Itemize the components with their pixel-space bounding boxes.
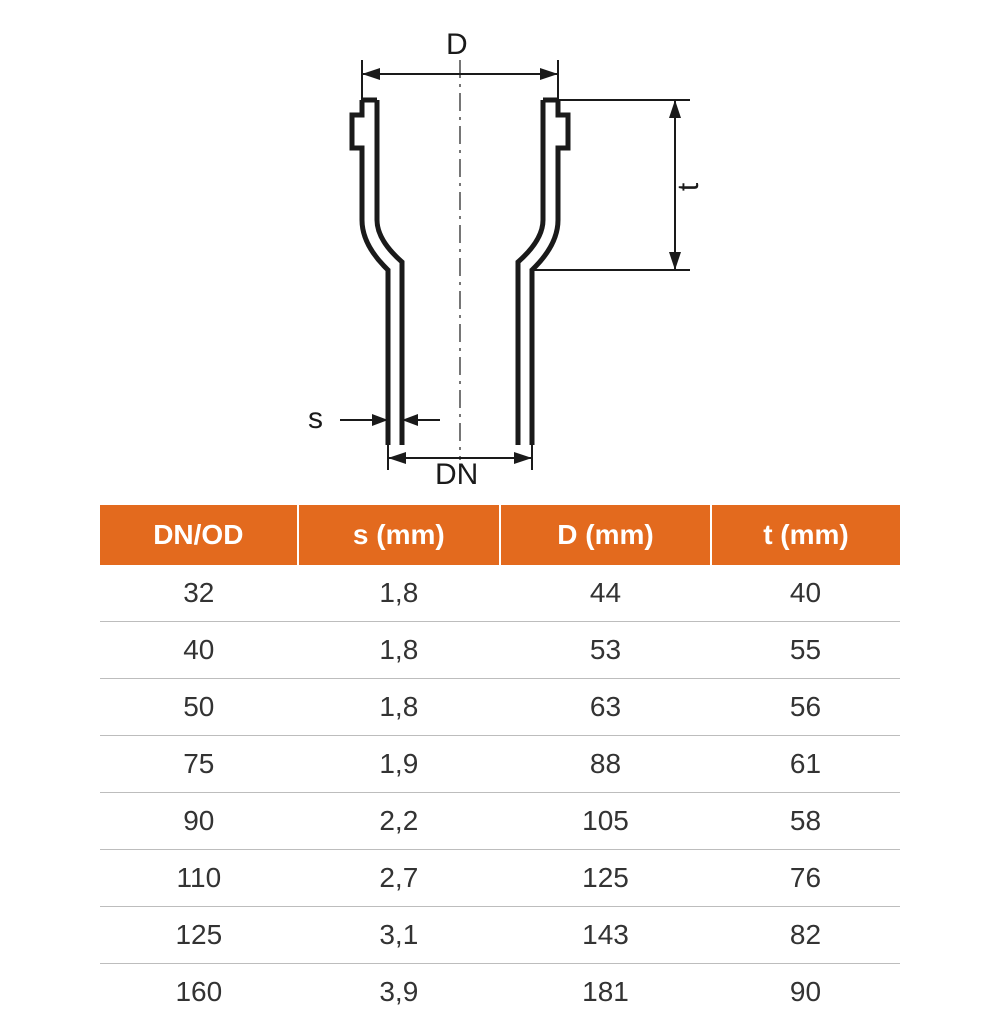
table-cell: 50 (100, 679, 298, 736)
table-cell: 181 (500, 964, 711, 1020)
table-cell: 105 (500, 793, 711, 850)
table-cell: 40 (711, 565, 900, 622)
table-row: 1253,114382 (100, 907, 900, 964)
table-cell: 75 (100, 736, 298, 793)
table-cell: 55 (711, 622, 900, 679)
table-cell: 32 (100, 565, 298, 622)
table-cell: 56 (711, 679, 900, 736)
table-row: 902,210558 (100, 793, 900, 850)
table-cell: 2,2 (298, 793, 500, 850)
table-cell: 82 (711, 907, 900, 964)
table-cell: 160 (100, 964, 298, 1020)
table-cell: 88 (500, 736, 711, 793)
dimensions-table: DN/ODs (mm)D (mm)t (mm) 321,84440401,853… (100, 505, 900, 1020)
table-cell: 125 (100, 907, 298, 964)
table-cell: 1,9 (298, 736, 500, 793)
table-row: 1603,918190 (100, 964, 900, 1020)
table-cell: 1,8 (298, 679, 500, 736)
table-body: 321,84440401,85355501,86356751,98861902,… (100, 565, 900, 1020)
table-header-cell: s (mm) (298, 505, 500, 565)
dim-label-s: s (308, 402, 323, 436)
table-cell: 125 (500, 850, 711, 907)
table-header-cell: DN/OD (100, 505, 298, 565)
table-cell: 53 (500, 622, 711, 679)
table-cell: 90 (711, 964, 900, 1020)
table-cell: 90 (100, 793, 298, 850)
table-cell: 61 (711, 736, 900, 793)
table-cell: 1,8 (298, 565, 500, 622)
table-header-cell: D (mm) (500, 505, 711, 565)
table-cell: 63 (500, 679, 711, 736)
table-header-cell: t (mm) (711, 505, 900, 565)
table-cell: 58 (711, 793, 900, 850)
table-row: 401,85355 (100, 622, 900, 679)
page-root: D t s DN DN/ODs (mm)D (mm)t (mm) 321,844… (0, 0, 1000, 1000)
table-row: 321,84440 (100, 565, 900, 622)
table-cell: 1,8 (298, 622, 500, 679)
table-row: 751,98861 (100, 736, 900, 793)
pipe-socket-diagram: D t s DN (180, 30, 820, 470)
table-cell: 3,9 (298, 964, 500, 1020)
table-cell: 40 (100, 622, 298, 679)
table-cell: 44 (500, 565, 711, 622)
dimensions-table-wrapper: DN/ODs (mm)D (mm)t (mm) 321,84440401,853… (100, 505, 900, 1020)
table-header-row: DN/ODs (mm)D (mm)t (mm) (100, 505, 900, 565)
table-row: 501,86356 (100, 679, 900, 736)
table-row: 1102,712576 (100, 850, 900, 907)
table-cell: 76 (711, 850, 900, 907)
table-cell: 143 (500, 907, 711, 964)
dim-label-d: D (446, 28, 468, 62)
table-cell: 110 (100, 850, 298, 907)
dim-label-t: t (672, 183, 706, 191)
dim-label-dn: DN (435, 458, 478, 492)
table-cell: 2,7 (298, 850, 500, 907)
table-cell: 3,1 (298, 907, 500, 964)
